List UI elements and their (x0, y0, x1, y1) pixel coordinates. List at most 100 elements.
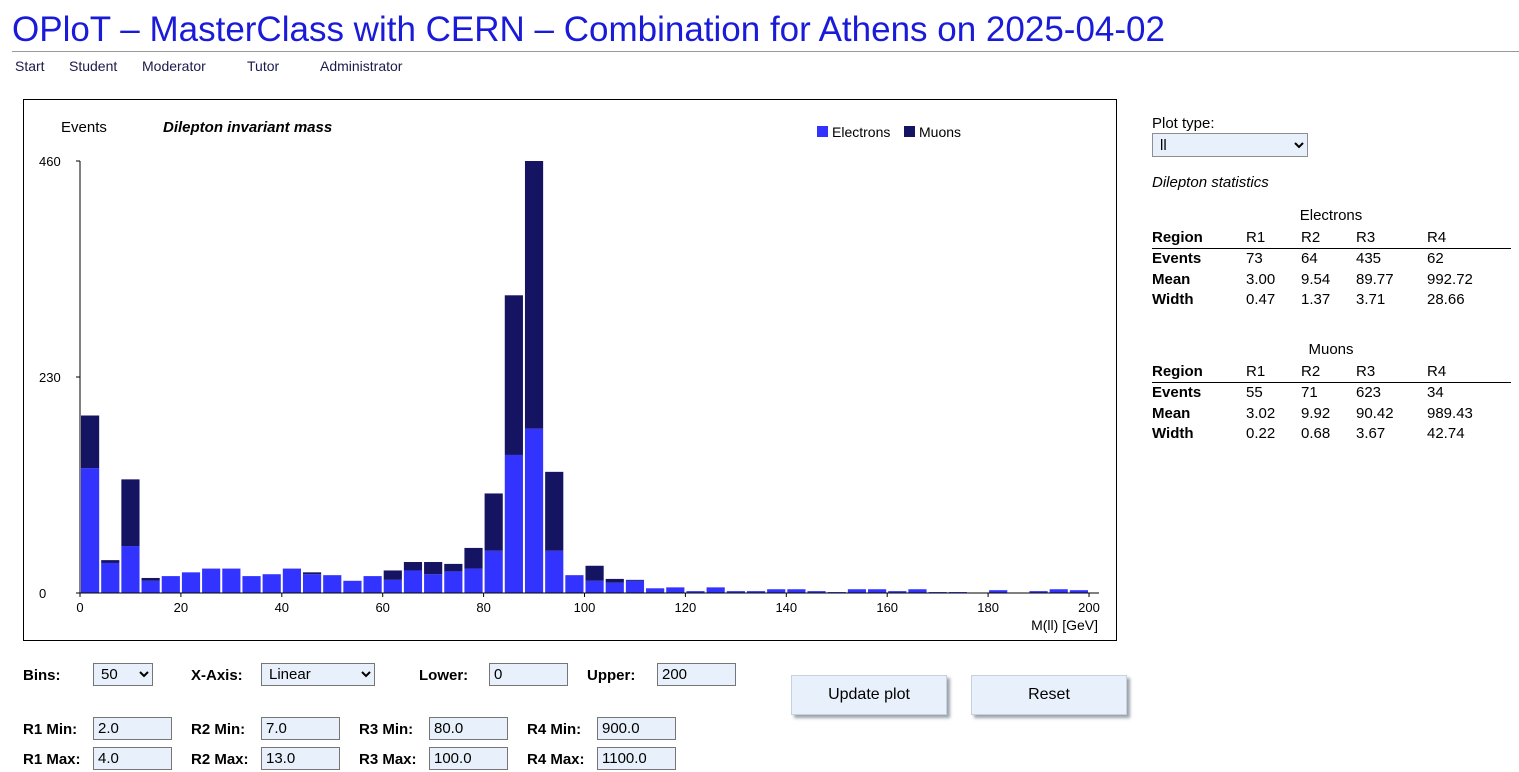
x-tick-label: 140 (775, 600, 797, 615)
r2-max-input[interactable] (261, 747, 340, 770)
electron-statistics-caption: Electrons (1299, 207, 1363, 224)
cell-value: 992.72 (1427, 270, 1473, 288)
bar-electrons (605, 582, 624, 593)
column-header-r3: R3 (1356, 361, 1427, 383)
r3-max-input[interactable] (429, 747, 508, 770)
upper-label: Upper: (587, 667, 636, 684)
bar-muons (545, 471, 564, 551)
cell-value: 0.47 (1246, 291, 1276, 309)
bar-electrons (666, 587, 685, 593)
r1-max-input[interactable] (93, 747, 172, 770)
bar-electrons (141, 580, 160, 593)
bar-electrons (787, 589, 806, 593)
lower-label: Lower: (419, 667, 469, 684)
bar-muons (141, 577, 160, 581)
bar-muons (444, 563, 463, 572)
nav-tutor[interactable]: Tutor (247, 58, 280, 74)
column-header-r2: R2 (1301, 227, 1356, 249)
y-axis-ticks: 0 230 460 (39, 154, 80, 601)
bar-electrons (504, 454, 523, 593)
statistics-heading: Dilepton statistics (1152, 174, 1269, 191)
r4-max-input[interactable] (597, 747, 676, 770)
x-tick-label: 160 (876, 600, 898, 615)
x-tick-label: 80 (476, 600, 490, 615)
chart-legend: Electrons Muons (817, 124, 961, 140)
r3-min-label: R3 Min: (359, 721, 414, 738)
bar-electrons (686, 591, 705, 593)
bar-electrons (383, 579, 402, 593)
r4-min-input[interactable] (597, 717, 676, 740)
cell-value: 90.42 (1356, 404, 1394, 422)
row-label: Events (1152, 384, 1202, 402)
cell-value: 989.43 (1427, 404, 1473, 422)
column-header-r1: R1 (1246, 361, 1301, 383)
row-label: Width (1152, 291, 1194, 309)
bar-muons (424, 562, 443, 575)
bar-electrons (706, 587, 725, 593)
column-header-r4: R4 (1427, 227, 1511, 249)
upper-input[interactable] (657, 663, 736, 686)
bar-electrons (484, 550, 503, 593)
r3-max-label: R3 Max: (359, 751, 417, 768)
muon-statistics-caption: Muons (1308, 341, 1354, 358)
update-plot-button[interactable]: Update plot (791, 675, 947, 715)
nav-start[interactable]: Start (15, 58, 45, 74)
cell-value: 0.68 (1301, 425, 1331, 443)
table-header-row: Region R1 R2 R3 R4 (1152, 361, 1511, 383)
bar-electrons (464, 568, 483, 593)
bar-electrons (545, 550, 564, 593)
bar-electrons (1029, 591, 1048, 593)
table-row: Mean 3.00 9.54 89.77 992.72 (1152, 269, 1511, 290)
x-axis-scale-select[interactable]: Linear (261, 663, 375, 686)
table-row: Width 0.22 0.68 3.67 42.74 (1152, 424, 1511, 445)
bar-muons (484, 493, 503, 551)
x-axis-label: M(ll) [GeV] (1031, 617, 1098, 633)
x-tick-label: 60 (375, 600, 389, 615)
plot-type-label: Plot type: (1152, 115, 1215, 132)
cell-value: 3.67 (1356, 425, 1386, 443)
bar-muons (403, 562, 423, 571)
bar-electrons (767, 589, 786, 593)
bar-electrons (989, 590, 1008, 593)
r2-min-input[interactable] (261, 717, 340, 740)
row-label: Events (1152, 250, 1202, 268)
legend-swatch-muons (904, 126, 915, 137)
legend-swatch-electrons (817, 126, 828, 137)
lower-input[interactable] (489, 663, 568, 686)
bar-electrons (565, 575, 584, 593)
bar-electrons (746, 591, 766, 593)
column-header-r4: R4 (1427, 361, 1511, 383)
bar-electrons (121, 546, 140, 593)
r2-max-label: R2 Max: (191, 751, 249, 768)
bar-muons (302, 572, 322, 575)
bar-muons (464, 547, 483, 569)
nav-administrator[interactable]: Administrator (320, 58, 403, 74)
cell-value: 9.54 (1301, 270, 1331, 288)
bar-electrons (323, 575, 342, 593)
nav-moderator[interactable]: Moderator (142, 58, 206, 74)
bar-electrons (222, 568, 241, 593)
r3-min-input[interactable] (429, 717, 508, 740)
nav-student[interactable]: Student (69, 58, 118, 74)
x-axis-ticks: 0 20 40 60 80 100 120 140 160 180 200 (76, 593, 1100, 615)
reset-button[interactable]: Reset (971, 675, 1127, 715)
x-tick-label: 200 (1078, 600, 1100, 615)
bar-muons (605, 578, 624, 583)
y-axis-label: Events (61, 119, 107, 136)
plot-type-select[interactable]: ll (1152, 133, 1308, 157)
bins-select[interactable]: 50 (93, 663, 153, 686)
bar-electrons (1069, 590, 1088, 593)
bar-electrons (101, 562, 120, 593)
page-title: OPloT – MasterClass with CERN – Combinat… (12, 10, 1165, 49)
r1-min-input[interactable] (93, 717, 172, 740)
cell-value: 623 (1356, 384, 1382, 402)
y-tick-label: 0 (39, 586, 46, 601)
column-header-r1: R1 (1246, 227, 1301, 249)
chart-panel: Events Dilepton invariant mass Electrons… (23, 99, 1117, 641)
cell-value: 3.71 (1356, 291, 1386, 309)
bar-electrons (262, 574, 281, 593)
r4-min-label: R4 Min: (527, 721, 582, 738)
bar-electrons (181, 572, 201, 593)
cell-value: 34 (1427, 384, 1444, 402)
table-row: Width 0.47 1.37 3.71 28.66 (1152, 290, 1511, 311)
